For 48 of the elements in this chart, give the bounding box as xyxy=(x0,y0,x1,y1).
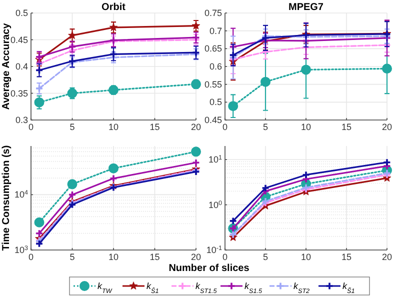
legend-label: k$_{S̃1}$ xyxy=(342,281,355,294)
y-tick-label: 10$^{3}$ xyxy=(14,244,28,255)
y-tick-label: 0.45 xyxy=(10,34,28,45)
x-tick-label: 5 xyxy=(70,122,75,132)
x-tick-label: 5 xyxy=(262,122,268,132)
x-tick-label: 15 xyxy=(341,122,352,132)
y-tick-label: 0.7 xyxy=(209,26,222,36)
x-tick-label: 10 xyxy=(108,252,119,262)
y-tick-label: 0.5 xyxy=(209,97,222,108)
x-tick-label: 20 xyxy=(190,252,202,262)
x-tick-label: 20 xyxy=(382,122,392,132)
y-axis-title: Average Accuracy xyxy=(1,22,12,110)
chart-title: Orbit xyxy=(102,2,126,13)
y-tick-label: 10$^{0}$ xyxy=(208,199,222,210)
x-tick-label: 0 xyxy=(222,252,228,262)
y-tick-label: 10$^{-1}$ xyxy=(206,244,222,255)
x-tick-label: 10 xyxy=(108,122,119,132)
x-tick-label: 5 xyxy=(262,252,268,262)
x-axis-title: Number of slices xyxy=(168,263,250,274)
legend-label: k$_{ST1.5}$ xyxy=(196,281,218,294)
y-tick-label: 10$^{1}$ xyxy=(208,154,222,165)
y-tick-label: 0.5 xyxy=(15,8,28,18)
x-tick-label: 15 xyxy=(150,252,160,262)
y-tick-label: 0.6 xyxy=(209,62,222,72)
x-tick-label: 10 xyxy=(300,122,312,132)
x-tick-label: 5 xyxy=(70,252,75,262)
x-tick-label: 15 xyxy=(150,122,160,132)
y-tick-label: 0.3 xyxy=(15,115,28,125)
y-tick-label: 0.4 xyxy=(15,62,28,72)
y-tick-label: 0.55 xyxy=(204,79,222,90)
chart-title: MPEG7 xyxy=(288,2,324,13)
legend-label: k$_{ST2}$ xyxy=(294,281,310,294)
x-tick-label: 15 xyxy=(341,252,352,262)
x-tick-label: 20 xyxy=(382,252,392,262)
y-tick-label: 0.75 xyxy=(204,8,222,18)
y-tick-label: 10$^{4}$ xyxy=(14,189,28,200)
x-tick-label: 10 xyxy=(300,252,312,262)
x-tick-label: 0 xyxy=(28,252,34,262)
x-tick-label: 20 xyxy=(190,122,202,132)
legend-label: k$_{S1.5}$ xyxy=(244,281,262,294)
legend-label: k$_{TW}$ xyxy=(98,281,113,294)
x-tick-label: 0 xyxy=(28,122,34,132)
y-tick-label: 0.65 xyxy=(204,44,222,54)
x-tick-label: 0 xyxy=(222,122,228,132)
legend-label: k$_{Ŝ1}$ xyxy=(146,281,159,294)
y-axis-title: Time Consumption (s) xyxy=(1,145,12,251)
y-tick-label: 0.45 xyxy=(204,115,222,125)
y-tick-label: 0.35 xyxy=(10,88,28,98)
